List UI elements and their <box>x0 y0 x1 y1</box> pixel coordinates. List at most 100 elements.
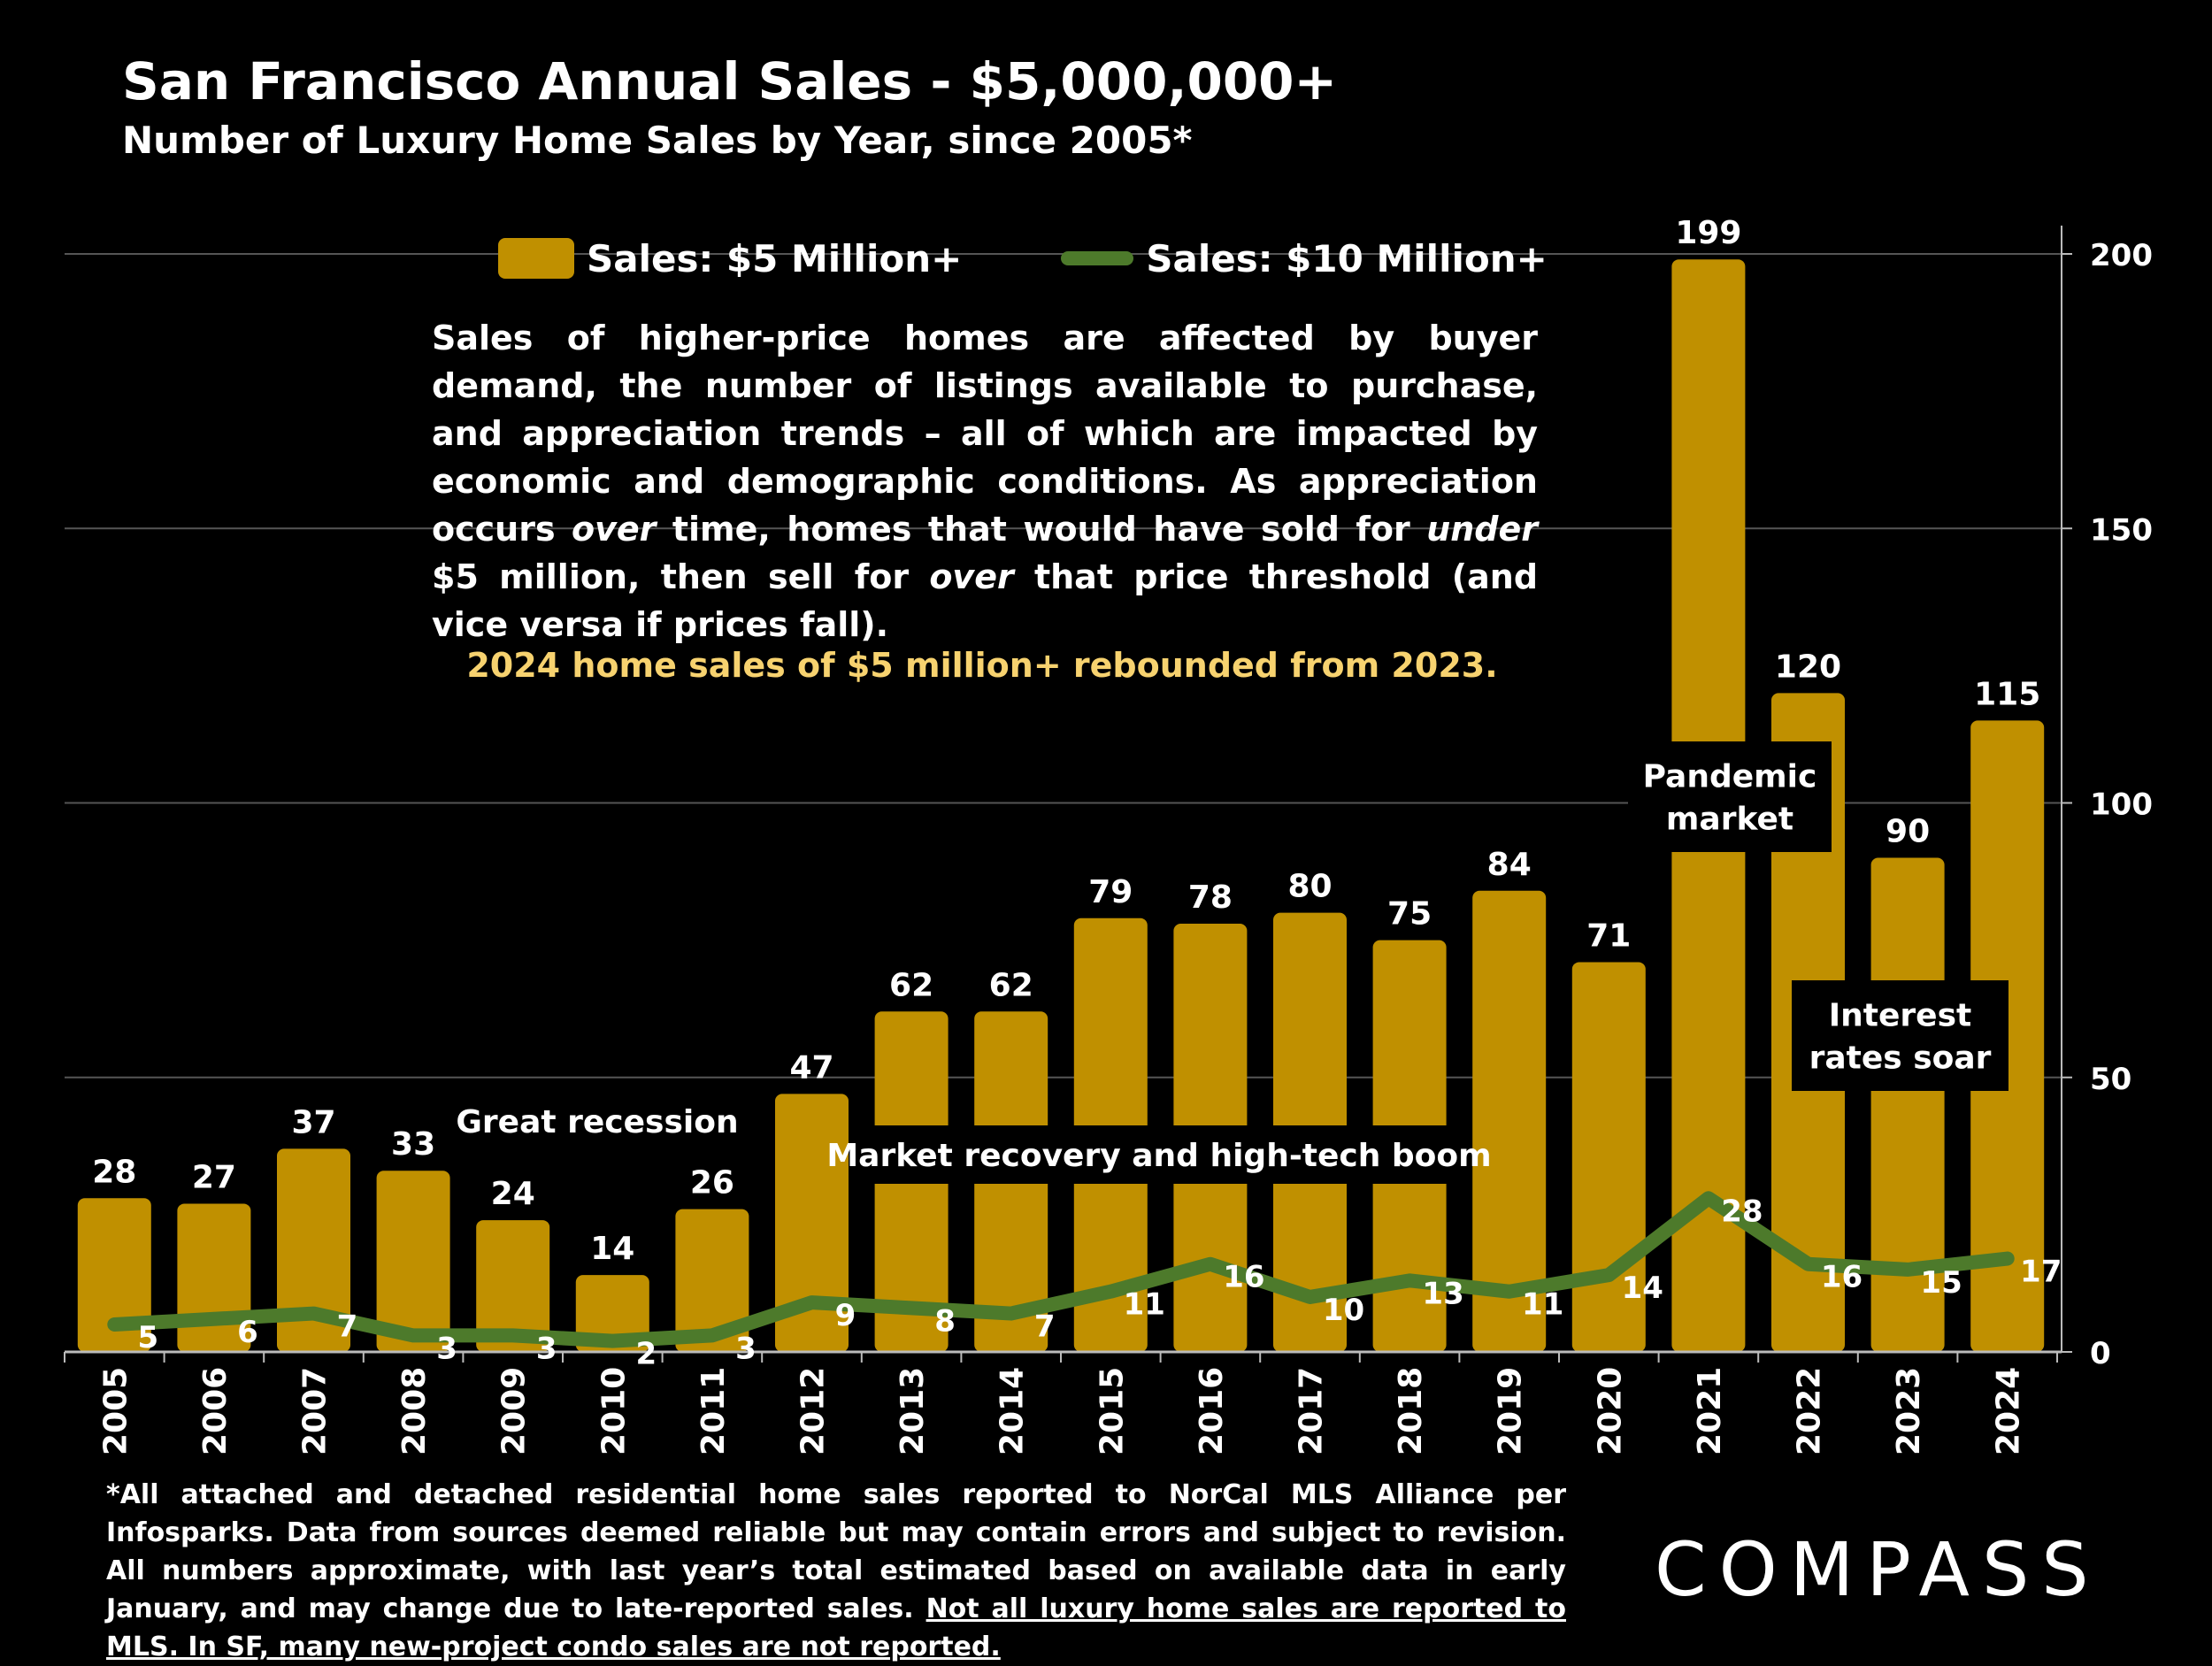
bar-value-label: 37 <box>291 1104 335 1140</box>
annotation-box <box>1628 741 1832 852</box>
annotation-text: Market recovery and high-tech boom <box>826 1138 1491 1174</box>
annotation-text: rates soar <box>1809 1040 1992 1077</box>
bar-value-label: 75 <box>1387 896 1432 933</box>
bar-value-label: 78 <box>1188 879 1233 916</box>
x-tick-label: 2024 <box>1991 1367 2027 1455</box>
x-tick-label: 2009 <box>496 1367 533 1455</box>
description-italic-word: over <box>572 510 657 549</box>
annotation-2: Market recovery and high-tech boom <box>826 1125 1492 1184</box>
bar-value-label: 71 <box>1586 917 1631 954</box>
y-tick-label: 50 <box>2090 1062 2131 1097</box>
x-tick-label: 2007 <box>297 1367 334 1455</box>
x-tick-label: 2010 <box>595 1367 632 1455</box>
annotation-box <box>434 1095 761 1147</box>
line-value-label: 3 <box>735 1331 757 1366</box>
line-value-label: 8 <box>934 1303 956 1339</box>
line-value-label: 9 <box>835 1298 856 1333</box>
y-tick-label: 0 <box>2090 1336 2111 1371</box>
bar-value-label: 84 <box>1487 847 1532 883</box>
bar-value-label: 62 <box>989 967 1033 1003</box>
bar-2008 <box>376 1171 450 1352</box>
highlight-text: 2024 home sales of $5 million+ rebounded… <box>466 646 1498 685</box>
legend-swatch-bar <box>498 238 574 279</box>
chart-legend: Sales: $5 Million+ Sales: $10 Million+ <box>498 232 1548 285</box>
x-tick-label: 2017 <box>1294 1367 1330 1455</box>
x-tick-label: 2008 <box>396 1367 433 1455</box>
x-tick-label: 2011 <box>695 1367 732 1455</box>
annotation-4: Interest rates soar <box>1792 980 2008 1091</box>
annotation-1: Great recession <box>434 1095 761 1147</box>
line-value-label: 7 <box>1034 1309 1056 1345</box>
legend-item-5m: Sales: $5 Million+ <box>498 237 962 280</box>
line-value-label: 28 <box>1721 1194 1763 1229</box>
line-value-label: 10 <box>1323 1293 1364 1328</box>
bar-value-label: 79 <box>1088 874 1133 910</box>
y-tick-label: 100 <box>2090 787 2153 823</box>
footnote: *All attached and detached residential h… <box>106 1476 1566 1666</box>
bar-value-label: 24 <box>491 1176 535 1212</box>
description-italic-word: over <box>929 557 1014 596</box>
annotation-text: Great recession <box>456 1104 738 1140</box>
line-value-label: 2 <box>635 1337 657 1372</box>
bar-value-label: 33 <box>391 1126 435 1163</box>
x-tick-label: 2020 <box>1592 1367 1628 1455</box>
bar-value-label: 115 <box>1974 676 2040 712</box>
description-text: Sales of higher-price homes are affected… <box>432 319 1539 644</box>
legend-label-5m: Sales: $5 Million+ <box>587 236 963 280</box>
footnote-underlined: Not all luxury home sales are reported t… <box>106 1593 1566 1662</box>
line-value-label: 16 <box>1223 1260 1264 1295</box>
annotation-text: Interest <box>1829 998 1971 1034</box>
line-value-label: 17 <box>2020 1255 2062 1290</box>
line-value-label: 15 <box>1920 1265 1962 1301</box>
line-10m-series <box>107 1191 2015 1348</box>
bar-2019 <box>1472 890 1547 1352</box>
compass-logo: COMPASS <box>1655 1526 2101 1613</box>
x-tick-label: 2019 <box>1493 1367 1529 1455</box>
line-value-label: 5 <box>137 1320 158 1355</box>
bar-2011 <box>675 1209 749 1352</box>
bar-value-label: 80 <box>1287 869 1332 905</box>
bar-2007 <box>277 1148 350 1352</box>
x-tick-label: 2014 <box>995 1367 1031 1455</box>
annotation-text: market <box>1666 802 1793 838</box>
line-value-label: 13 <box>1422 1276 1463 1311</box>
bar-2005 <box>77 1198 151 1352</box>
x-tick-label: 2018 <box>1393 1367 1429 1455</box>
line-value-label: 3 <box>536 1331 557 1366</box>
line-value-label: 11 <box>1124 1287 1165 1323</box>
footnote-text: *All attached and detached residential h… <box>106 1479 1566 1624</box>
legend-swatch-line <box>1061 251 1134 265</box>
chart-title: San Francisco Annual Sales - $5,000,000+ <box>122 51 1338 111</box>
legend-item-10m: Sales: $10 Million+ <box>962 237 1548 280</box>
line-value-label: 16 <box>1821 1260 1863 1295</box>
bar-2012 <box>775 1094 849 1352</box>
bar-value-label: 28 <box>92 1154 136 1190</box>
legend-label-10m: Sales: $10 Million+ <box>1146 236 1548 280</box>
bar-value-label: 27 <box>192 1159 236 1195</box>
bar-2009 <box>476 1220 550 1352</box>
x-tick-label: 2015 <box>1094 1367 1130 1455</box>
x-tick-label: 2013 <box>895 1367 931 1455</box>
annotation-3: Pandemic market <box>1628 741 1832 852</box>
y-tick-label: 200 <box>2090 238 2153 273</box>
line-value-label: 6 <box>237 1315 258 1350</box>
line-value-label: 11 <box>1522 1287 1563 1323</box>
annotation-box <box>849 1125 1469 1184</box>
bar-value-label: 199 <box>1675 215 1741 251</box>
x-tick-label: 2022 <box>1792 1367 1828 1455</box>
bar-value-label: 120 <box>1775 649 1841 685</box>
x-tick-label: 2021 <box>1692 1367 1728 1455</box>
bar-value-label: 62 <box>889 967 933 1003</box>
bar-2010 <box>575 1275 649 1352</box>
annotation-box <box>1792 980 2008 1091</box>
x-tick-label: 2023 <box>1891 1367 1927 1455</box>
y-tick-label: 150 <box>2090 512 2153 548</box>
bar-value-label: 14 <box>590 1231 634 1267</box>
bar-value-label: 26 <box>690 1165 734 1202</box>
line-value-label: 3 <box>436 1331 457 1366</box>
annotation-text: Pandemic <box>1643 759 1817 795</box>
x-tick-label: 2005 <box>97 1367 134 1455</box>
chart-subtitle: Number of Luxury Home Sales by Year, sin… <box>122 119 1193 162</box>
x-tick-label: 2016 <box>1194 1367 1230 1455</box>
